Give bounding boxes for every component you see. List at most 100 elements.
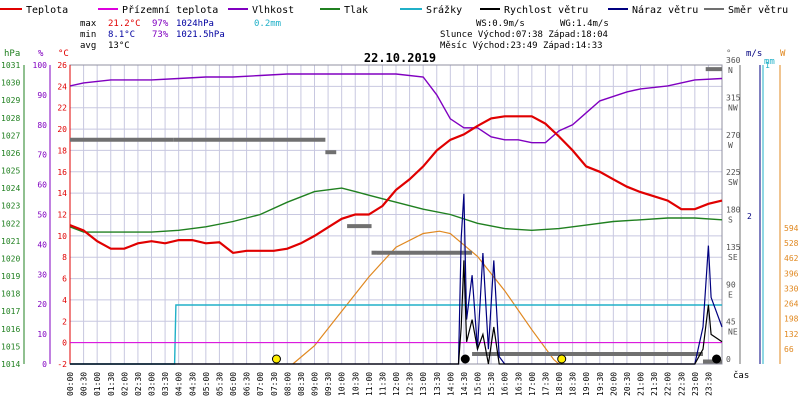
dir-tick-135: 135 [726, 243, 741, 252]
w-tick-396: 396 [784, 269, 799, 278]
legend-hum-label: Vlhkost [252, 5, 294, 16]
time-tick-40: 20:00 [609, 372, 618, 396]
dir-tick-180: 180 [726, 206, 741, 215]
w-axis-label: W [780, 49, 786, 59]
hpa-axis-label: hPa [4, 49, 20, 59]
dir-name-S: S [728, 216, 733, 225]
c-tick-3: 4 [62, 296, 67, 305]
time-tick-13: 06:30 [243, 372, 252, 396]
c-tick-9: 16 [57, 168, 67, 177]
c-tick-5: 8 [62, 253, 67, 262]
time-tick-29: 14:30 [460, 372, 469, 396]
hpa-tick-1021: 1021 [1, 237, 20, 246]
info-ws: WS:0.9m/s [476, 19, 525, 29]
humidity-line [69, 73, 723, 144]
deg-axis-label: ° [726, 49, 731, 59]
stat-max-hum: 97% [152, 19, 169, 29]
time-tick-32: 16:00 [501, 372, 510, 396]
time-tick-22: 11:00 [365, 372, 374, 396]
dir-tick-90: 90 [726, 280, 736, 289]
mm-axis-label: mm [764, 57, 775, 67]
time-tick-35: 17:30 [541, 372, 550, 396]
hpa-tick-1030: 1030 [1, 79, 20, 88]
info-wg: WG:1.4m/s [560, 19, 609, 29]
time-tick-9: 04:30 [188, 372, 197, 396]
pct-tick-40: 40 [37, 240, 47, 249]
legend: Teplota Přízemní teplota Vlhkost Tlak Sr… [0, 4, 788, 16]
w-tick-198: 198 [784, 315, 799, 324]
time-tick-7: 03:30 [161, 372, 170, 396]
dir-tick-270: 270 [726, 131, 741, 140]
c-tick-2: 2 [62, 317, 67, 326]
time-tick-38: 19:00 [582, 372, 591, 396]
c-tick-14: 26 [57, 61, 67, 70]
stat-min-label: min [80, 30, 96, 40]
time-tick-6: 03:00 [148, 372, 157, 396]
pct-tick-100: 100 [33, 61, 48, 70]
time-tick-39: 19:30 [596, 372, 605, 396]
time-tick-15: 07:30 [270, 372, 279, 396]
w-tick-330: 330 [784, 284, 799, 293]
time-tick-37: 18:30 [569, 372, 578, 396]
w-tick-264: 264 [784, 300, 799, 309]
c-tick-10: 18 [57, 146, 67, 155]
w-tick-132: 132 [784, 330, 799, 339]
wind-speed-line [70, 260, 723, 365]
time-tick-23: 11:30 [378, 372, 387, 396]
time-tick-42: 21:00 [637, 372, 646, 396]
time-tick-44: 22:00 [664, 372, 673, 396]
time-tick-1: 00:30 [80, 372, 89, 396]
stat-min-press: 1021.5hPa [176, 30, 225, 40]
dir-tick-360: 360 [726, 56, 741, 65]
time-tick-46: 23:00 [691, 372, 700, 396]
hpa-tick-1028: 1028 [1, 114, 20, 123]
temperature-line [69, 115, 723, 255]
axes: 1014101510161017101810191020102110221023… [1, 56, 799, 396]
pct-tick-60: 60 [37, 181, 47, 190]
dir-tick-0: 0 [726, 355, 731, 364]
pct-tick-70: 70 [37, 151, 47, 160]
hpa-tick-1022: 1022 [1, 219, 20, 228]
sunrise-marker [271, 354, 281, 364]
stat-min-temp: 8.1°C [108, 30, 135, 40]
dir-tick-315: 315 [726, 93, 741, 102]
dir-tick-45: 45 [726, 318, 736, 327]
stat-max-rain: 0.2mm [254, 19, 281, 29]
chart-title: 22.10.2019 [364, 51, 436, 65]
dir-name-SE: SE [728, 253, 738, 262]
hpa-tick-1017: 1017 [1, 307, 20, 316]
info-sun: Slunce Východ:07:38 Západ:18:04 [440, 30, 608, 40]
hpa-tick-1024: 1024 [1, 184, 20, 193]
time-tick-45: 22:30 [677, 372, 686, 396]
time-tick-21: 10:30 [351, 372, 360, 396]
dir-name-N: N [728, 66, 733, 75]
c-tick-12: 22 [57, 104, 67, 113]
c-tick-1: 0 [62, 339, 67, 348]
w-tick-66: 66 [784, 345, 794, 354]
time-tick-27: 13:30 [433, 372, 442, 396]
hpa-tick-1029: 1029 [1, 96, 20, 105]
time-tick-31: 15:30 [487, 372, 496, 396]
time-tick-24: 12:00 [392, 372, 401, 396]
legend-rain-label: Srážky [426, 4, 462, 16]
dir-name-NE: NE [728, 328, 738, 337]
pct-tick-50: 50 [37, 211, 47, 220]
time-tick-0: 00:00 [66, 372, 75, 396]
hpa-tick-1031: 1031 [1, 61, 20, 70]
time-tick-4: 02:00 [120, 372, 129, 396]
time-tick-41: 20:30 [623, 372, 632, 396]
legend-press-label: Tlak [344, 5, 368, 16]
dir-tick-225: 225 [726, 168, 741, 177]
legend-gust-label: Náraz větru [632, 4, 698, 16]
stat-max-temp: 21.2°C [108, 19, 141, 29]
legend-temp-label: Teplota [26, 5, 68, 16]
axis-headers: hPa % °C ° m/s mm W čas [4, 49, 786, 381]
hpa-tick-1020: 1020 [1, 254, 20, 263]
sunset-marker [557, 354, 567, 364]
time-tick-26: 13:00 [419, 372, 428, 396]
dir-name-NW: NW [728, 103, 738, 112]
ms-tick-2: 2 [747, 212, 752, 221]
time-tick-47: 23:30 [704, 372, 713, 396]
ms-axis-label: m/s [746, 49, 762, 59]
